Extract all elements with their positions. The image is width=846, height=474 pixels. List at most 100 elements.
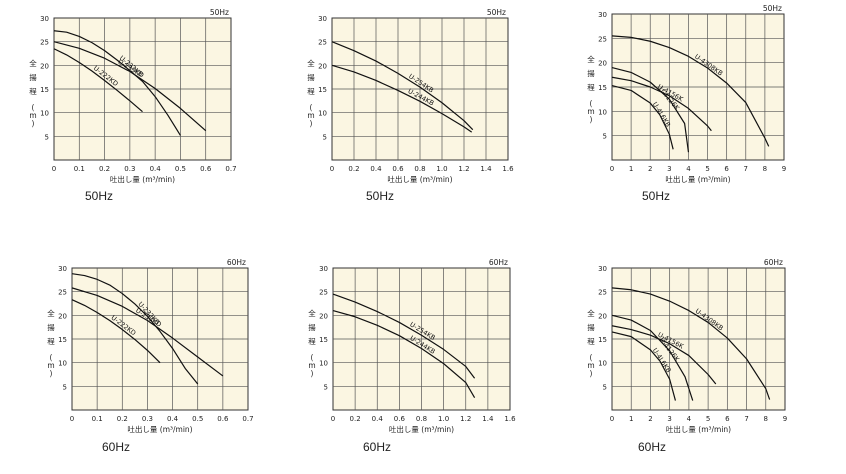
series-line: [611, 84, 674, 150]
x-tick-label: 0: [70, 415, 74, 423]
y-tick-label: 15: [598, 336, 607, 344]
x-tick-label: 1.4: [482, 415, 494, 423]
chart-caption: 60Hz: [637, 440, 666, 454]
x-tick-label: 3: [667, 165, 671, 173]
y-tick-label: 20: [40, 62, 49, 70]
x-tick-label: 7: [744, 165, 748, 173]
x-tick-label: 0.5: [175, 165, 186, 173]
series-line: [71, 299, 161, 364]
x-tick-label: 2: [648, 165, 652, 173]
x-tick-label: 0.4: [372, 415, 384, 423]
x-tick-label: 0.6: [200, 165, 212, 173]
series-line: [332, 310, 476, 398]
x-tick-label: 0.6: [392, 165, 404, 173]
chart-title: 60Hz: [227, 258, 246, 267]
x-tick-label: 0: [331, 415, 335, 423]
x-tick-label: 0.2: [350, 415, 361, 423]
y-tick-label: 15: [319, 336, 328, 344]
x-tick-label: 0.5: [192, 415, 203, 423]
series-line: [611, 76, 712, 132]
x-tick-label: 0.2: [99, 165, 110, 173]
x-tick-label: 4: [687, 415, 692, 423]
x-axis-label: 吐出し量 (m³/min): [110, 174, 175, 184]
series-line: [611, 35, 770, 147]
x-tick-label: 2: [648, 415, 652, 423]
x-axis-label: 吐出し量 (m³/min): [665, 174, 730, 184]
chart-caption: 60Hz: [362, 440, 391, 454]
x-tick-label: 0.4: [370, 165, 382, 173]
y-tick-label: 10: [58, 360, 67, 368]
series-line: [611, 66, 690, 153]
series-line: [71, 287, 224, 377]
y-tick-label: 30: [598, 11, 607, 19]
y-axis-label: 全揚程(m): [47, 308, 55, 378]
x-tick-label: 5: [705, 165, 709, 173]
x-tick-label: 0.2: [348, 165, 359, 173]
x-axis-label: 吐出し量 (m³/min): [666, 424, 731, 434]
series-line: [611, 287, 771, 400]
x-tick-label: 0.3: [124, 165, 135, 173]
x-tick-label: 9: [782, 165, 786, 173]
x-tick-label: 0.6: [394, 415, 406, 423]
x-tick-label: 0.1: [74, 165, 85, 173]
x-tick-label: 1.0: [438, 415, 449, 423]
x-tick-label: 5: [706, 415, 710, 423]
y-tick-label: 25: [40, 39, 49, 47]
x-tick-label: 3: [667, 415, 671, 423]
x-tick-label: 1: [629, 165, 633, 173]
x-tick-label: 1.4: [480, 165, 492, 173]
y-tick-label: 10: [40, 110, 49, 118]
y-tick-label: 20: [598, 60, 607, 68]
chart-title: 50Hz: [763, 4, 782, 13]
y-axis-label: 全揚程(m): [29, 58, 37, 128]
y-tick-label: 10: [318, 110, 327, 118]
y-tick-label: 5: [603, 383, 607, 391]
y-tick-label: 25: [318, 39, 327, 47]
x-tick-label: 0.4: [150, 165, 162, 173]
series-line: [332, 293, 476, 379]
y-tick-label: 5: [63, 383, 67, 391]
x-tick-label: 0.7: [225, 165, 236, 173]
x-tick-label: 0: [610, 415, 614, 423]
x-tick-label: 0.3: [142, 415, 153, 423]
chart-title: 50Hz: [210, 8, 229, 17]
x-tick-label: 0.1: [92, 415, 103, 423]
chart-title: 60Hz: [489, 258, 508, 267]
x-axis-label: 吐出し量 (m³/min): [127, 424, 192, 434]
series-line: [53, 41, 207, 132]
y-tick-label: 5: [603, 133, 607, 141]
chart-caption: 50Hz: [641, 189, 670, 203]
x-axis-label: 吐出し量 (m³/min): [387, 174, 452, 184]
series-line: [331, 64, 473, 133]
x-tick-label: 1.6: [502, 165, 514, 173]
x-tick-label: 6: [725, 415, 730, 423]
series-line: [611, 331, 677, 401]
x-tick-label: 8: [764, 415, 768, 423]
series-line: [71, 273, 199, 385]
y-axis-label: 全揚程(m): [587, 308, 595, 378]
x-tick-label: 0: [52, 165, 56, 173]
y-tick-label: 10: [319, 360, 328, 368]
x-tick-label: 0.2: [117, 415, 128, 423]
x-tick-label: 6: [724, 165, 729, 173]
y-tick-label: 20: [318, 62, 327, 70]
chart-title: 50Hz: [487, 8, 506, 17]
x-tick-label: 9: [783, 415, 787, 423]
x-tick-label: 1: [629, 415, 633, 423]
chart-caption: 50Hz: [84, 189, 113, 203]
x-tick-label: 7: [744, 415, 748, 423]
y-tick-label: 30: [319, 265, 328, 273]
y-axis-label: 全揚程(m): [307, 58, 315, 128]
x-tick-label: 0.8: [416, 415, 427, 423]
x-tick-label: 0.8: [414, 165, 425, 173]
x-tick-label: 1.6: [504, 415, 516, 423]
x-tick-label: 0.4: [167, 415, 179, 423]
x-tick-label: 4: [686, 165, 691, 173]
x-tick-label: 0.6: [217, 415, 229, 423]
series-line: [53, 48, 143, 113]
